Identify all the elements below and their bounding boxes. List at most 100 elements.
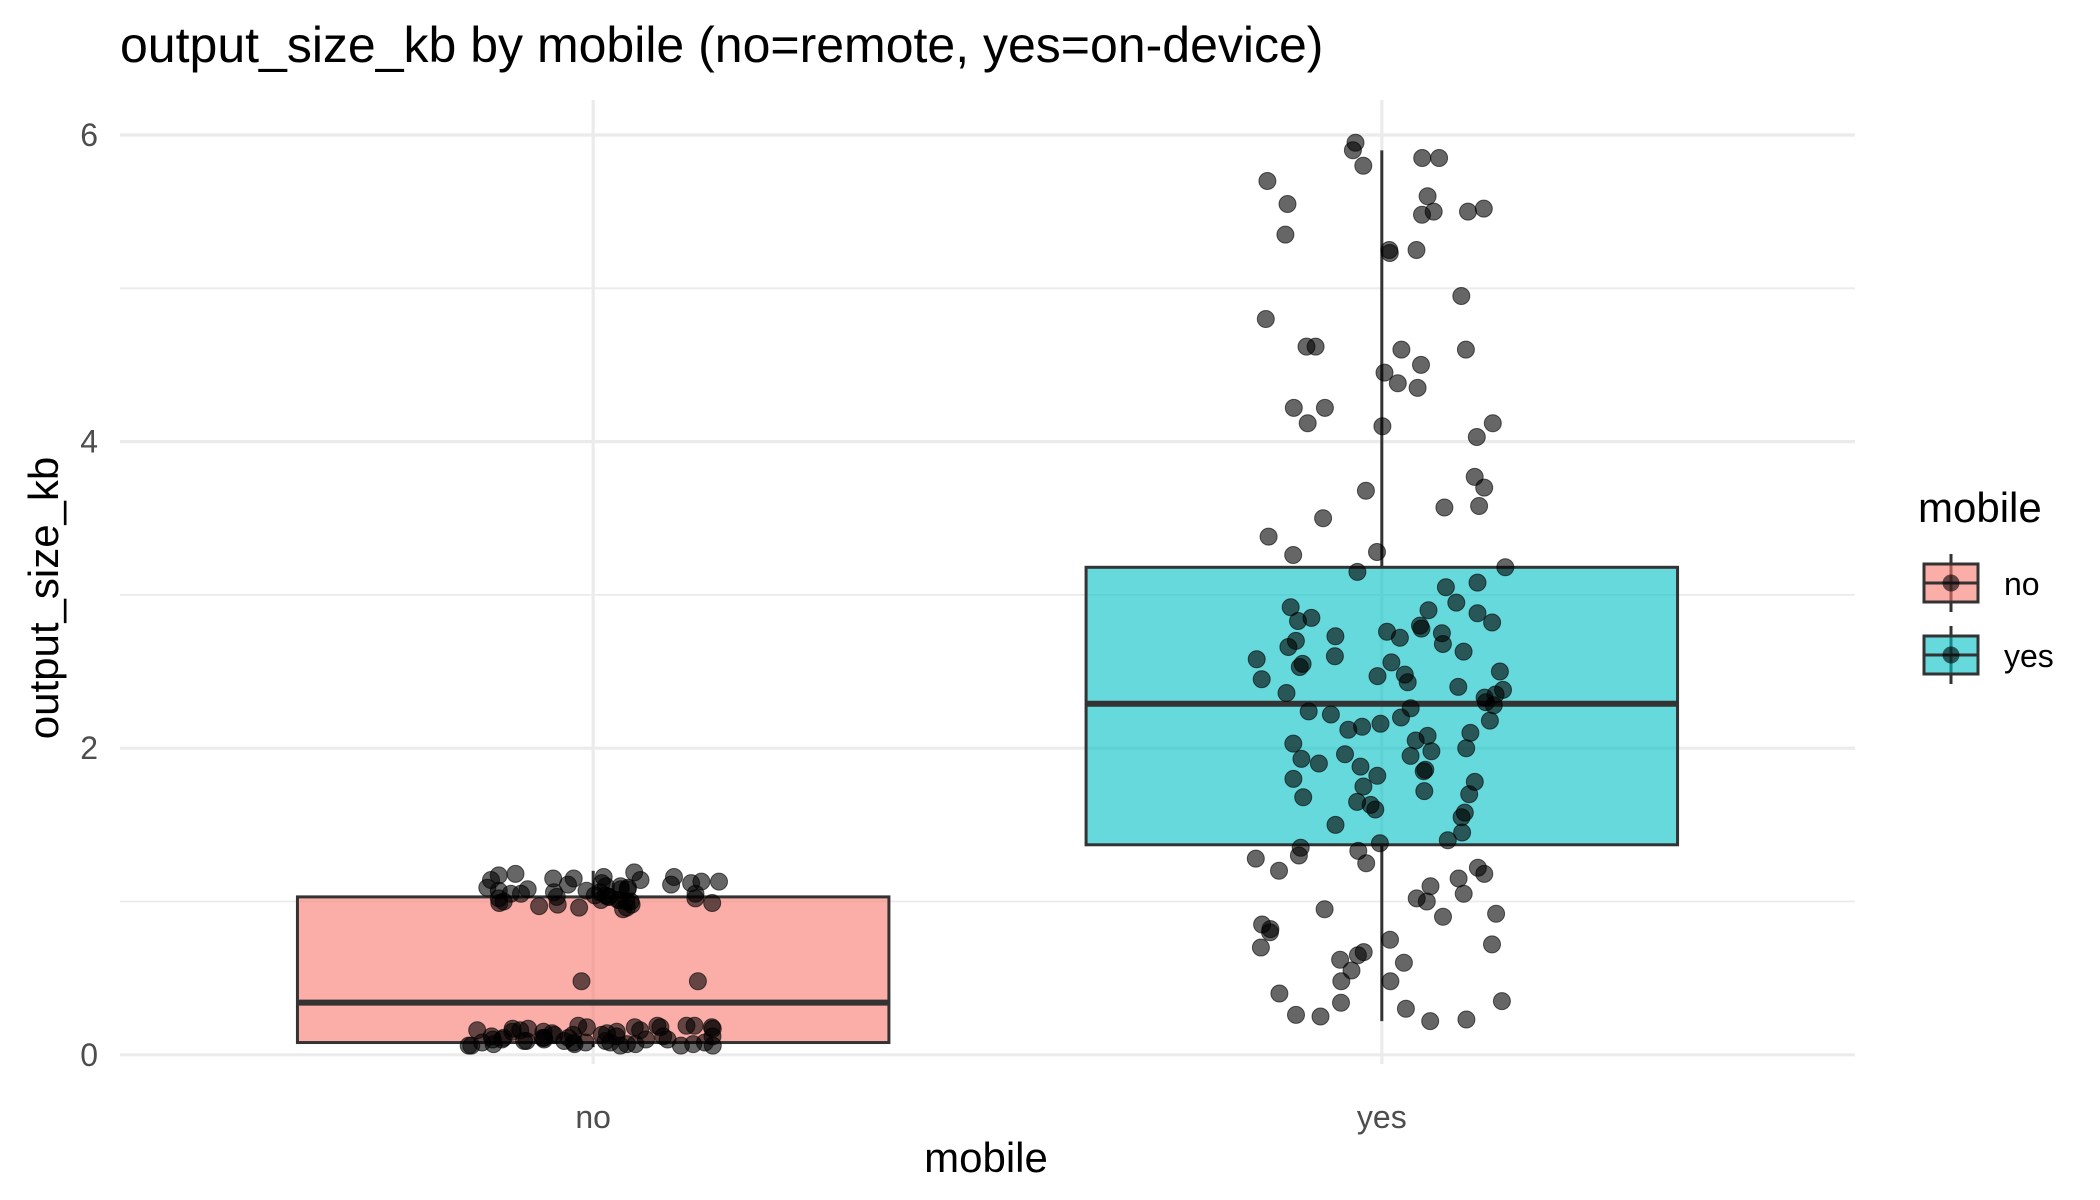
data-point (1309, 754, 1328, 773)
data-point (572, 972, 591, 991)
data-point (686, 889, 705, 908)
data-point (1417, 892, 1436, 911)
data-point (1396, 999, 1415, 1018)
data-point (1470, 497, 1489, 515)
data-point (1461, 723, 1480, 742)
data-point (1456, 340, 1475, 359)
data-point (1483, 414, 1502, 433)
data-point (1332, 972, 1351, 991)
y-tick-label: 2 (80, 730, 98, 766)
data-point (1480, 711, 1499, 730)
data-point (1422, 742, 1441, 761)
data-point (1421, 877, 1440, 896)
data-point (1339, 720, 1358, 739)
data-point (577, 1018, 596, 1037)
data-point (1277, 684, 1296, 702)
data-point (1278, 195, 1297, 213)
y-tick-label: 0 (80, 1037, 98, 1073)
legend-label: no (2004, 566, 2040, 602)
data-point (1326, 627, 1345, 646)
data-point (1375, 363, 1394, 382)
data-point (1247, 650, 1266, 669)
data-point (1373, 417, 1392, 436)
data-point (1413, 205, 1431, 224)
data-point (1414, 762, 1433, 781)
data-point (1434, 907, 1452, 926)
data-point (1354, 156, 1373, 175)
data-point (1289, 612, 1307, 630)
data-point (1435, 498, 1454, 517)
data-point (1276, 225, 1295, 244)
data-point (1390, 628, 1409, 647)
data-point (1270, 861, 1288, 880)
data-point (1468, 604, 1487, 623)
data-point (611, 1036, 630, 1055)
data-point (685, 1016, 704, 1035)
data-point (1332, 993, 1350, 1012)
data-point (1460, 785, 1479, 804)
legend-item-no: no (1922, 554, 2040, 612)
data-point (1412, 355, 1430, 374)
x-tick-label: no (575, 1099, 611, 1135)
data-point (600, 887, 619, 906)
data-point (1388, 374, 1407, 393)
data-point (1419, 601, 1438, 620)
legend-label: yes (2004, 638, 2054, 674)
data-point (1474, 199, 1493, 218)
data-point (1418, 187, 1437, 206)
data-point (1287, 1005, 1305, 1024)
data-point (665, 868, 683, 886)
data-point (1438, 831, 1457, 850)
data-point (1299, 702, 1318, 721)
data-point (1326, 815, 1345, 834)
chart-title: output_size_kb by mobile (no=remote, yes… (120, 17, 1323, 73)
data-point (1398, 673, 1417, 692)
x-tick-label: yes (1357, 1099, 1407, 1135)
data-point (1321, 705, 1340, 724)
data-point (489, 866, 508, 885)
legend-key-point (1942, 646, 1960, 664)
data-point (1297, 337, 1316, 356)
data-point (1381, 972, 1400, 991)
data-point (1487, 904, 1506, 923)
y-tick-label: 6 (80, 117, 98, 153)
data-point (598, 1024, 616, 1043)
legend-title: mobile (1918, 484, 2042, 531)
data-point (1392, 340, 1411, 359)
data-point (1381, 930, 1399, 949)
data-point (1380, 244, 1399, 262)
data-point (1348, 946, 1367, 965)
data-point (703, 1019, 722, 1038)
data-point (1382, 653, 1401, 672)
data-point (1315, 900, 1334, 919)
data-point (1490, 662, 1509, 681)
data-point (544, 869, 563, 888)
data-point (1452, 287, 1471, 305)
data-point (1259, 527, 1278, 546)
data-point (621, 892, 640, 911)
data-point (703, 1036, 722, 1055)
data-point (1467, 428, 1486, 446)
data-point (548, 895, 567, 914)
data-point (1433, 635, 1452, 653)
data-point (478, 878, 497, 897)
data-point (1475, 864, 1494, 883)
data-point (1407, 241, 1426, 259)
data-point (710, 872, 728, 891)
data-point (1368, 766, 1387, 785)
tick-layer: 0 2 4 6 no yes (80, 117, 1407, 1135)
data-point (1294, 788, 1313, 807)
data-point (1459, 202, 1477, 221)
data-point (1436, 578, 1455, 597)
data-point (1454, 884, 1473, 903)
data-point (1452, 808, 1471, 827)
data-point (1314, 509, 1333, 528)
data-point (631, 871, 650, 889)
data-point (1496, 558, 1515, 577)
data-point (506, 864, 525, 883)
data-point (1449, 869, 1468, 888)
data-point (1408, 378, 1427, 397)
data-point (1261, 923, 1279, 942)
